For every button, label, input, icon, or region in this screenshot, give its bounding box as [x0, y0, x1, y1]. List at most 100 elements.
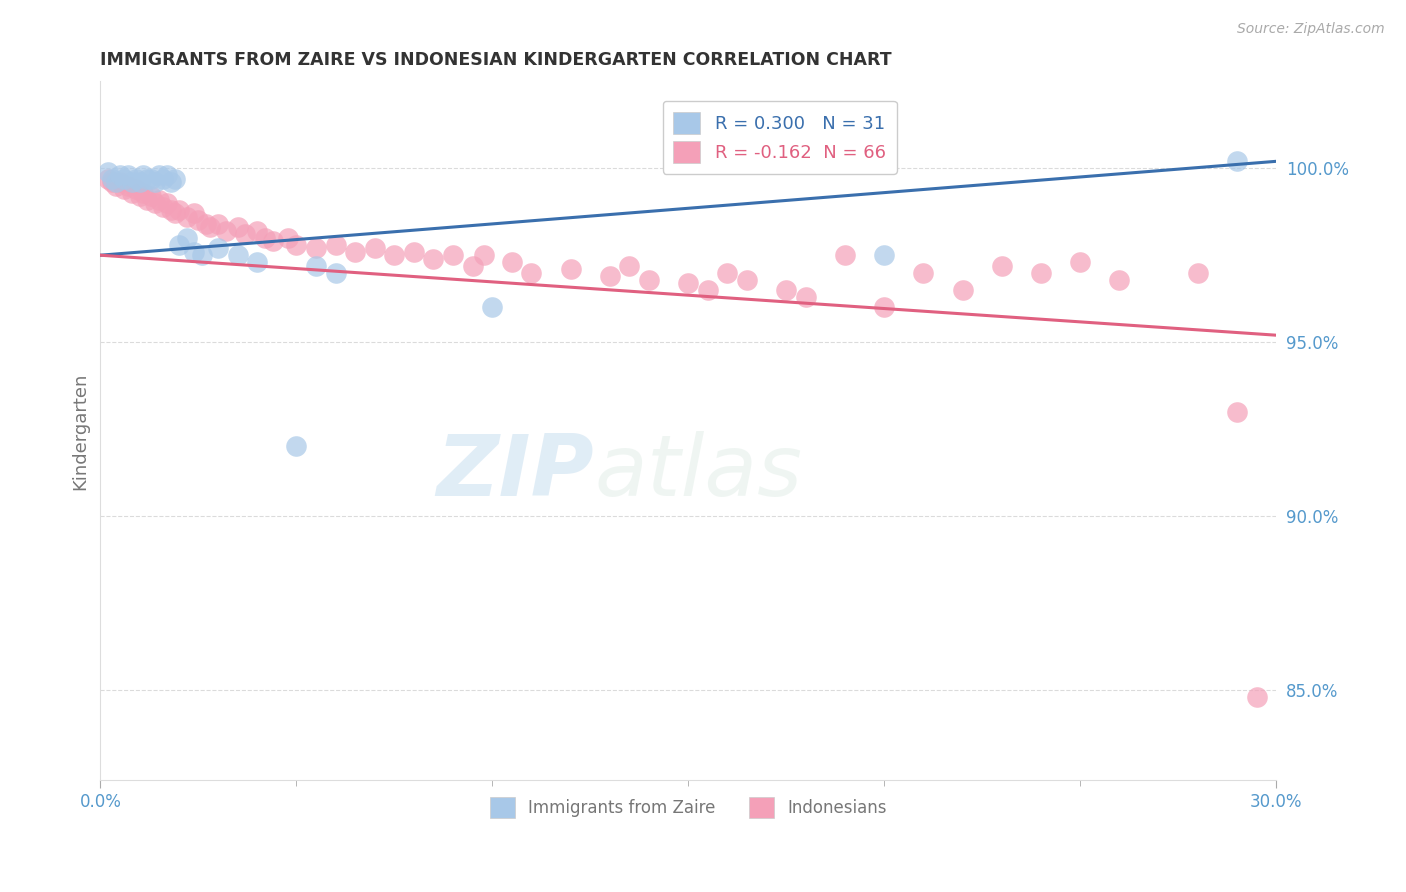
Point — [1069, 255, 1091, 269]
Point — [152, 171, 174, 186]
Point — [105, 175, 128, 189]
Text: IMMIGRANTS FROM ZAIRE VS INDONESIAN KINDERGARTEN CORRELATION CHART: IMMIGRANTS FROM ZAIRE VS INDONESIAN KIND… — [100, 51, 891, 69]
Point — [226, 220, 249, 235]
Point — [873, 301, 896, 315]
Point — [794, 290, 817, 304]
Y-axis label: Kindergarten: Kindergarten — [72, 372, 89, 490]
Legend: Immigrants from Zaire, Indonesians: Immigrants from Zaire, Indonesians — [484, 790, 893, 824]
Point — [195, 217, 218, 231]
Point — [599, 269, 621, 284]
Point — [105, 178, 128, 193]
Point — [183, 206, 205, 220]
Point — [235, 227, 257, 242]
Point — [97, 171, 120, 186]
Point — [246, 255, 269, 269]
Point — [441, 248, 464, 262]
Point — [156, 196, 179, 211]
Point — [132, 186, 155, 200]
Point — [152, 200, 174, 214]
Point — [952, 283, 974, 297]
Point — [775, 283, 797, 297]
Point — [735, 272, 758, 286]
Point — [163, 171, 186, 186]
Point — [912, 266, 935, 280]
Point — [163, 206, 186, 220]
Point — [474, 248, 496, 262]
Point — [246, 224, 269, 238]
Point — [619, 259, 641, 273]
Point — [253, 231, 276, 245]
Point — [344, 244, 367, 259]
Point — [101, 175, 124, 189]
Point — [873, 248, 896, 262]
Point — [305, 259, 328, 273]
Point — [124, 171, 146, 186]
Point — [108, 175, 131, 189]
Point — [160, 175, 183, 189]
Point — [191, 248, 214, 262]
Point — [160, 202, 183, 217]
Point — [198, 220, 221, 235]
Point — [402, 244, 425, 259]
Point — [207, 217, 229, 231]
Point — [226, 248, 249, 262]
Text: Source: ZipAtlas.com: Source: ZipAtlas.com — [1237, 22, 1385, 37]
Point — [1108, 272, 1130, 286]
Point — [112, 182, 135, 196]
Point — [176, 231, 198, 245]
Point — [167, 237, 190, 252]
Point — [215, 224, 238, 238]
Point — [187, 213, 209, 227]
Point — [148, 168, 170, 182]
Point — [325, 237, 347, 252]
Point — [638, 272, 661, 286]
Point — [1187, 266, 1209, 280]
Point — [461, 259, 484, 273]
Point — [183, 244, 205, 259]
Point — [97, 165, 120, 179]
Point — [128, 175, 150, 189]
Point — [1029, 266, 1052, 280]
Point — [834, 248, 856, 262]
Point — [207, 241, 229, 255]
Point — [117, 178, 139, 193]
Point — [1226, 154, 1249, 169]
Point — [101, 171, 124, 186]
Point — [277, 231, 299, 245]
Point — [285, 440, 308, 454]
Text: ZIP: ZIP — [436, 431, 595, 515]
Point — [121, 175, 143, 189]
Point — [262, 235, 284, 249]
Point — [696, 283, 718, 297]
Point — [136, 193, 159, 207]
Point — [382, 248, 405, 262]
Point — [128, 189, 150, 203]
Point — [990, 259, 1012, 273]
Point — [716, 266, 738, 280]
Point — [117, 168, 139, 182]
Point — [422, 252, 444, 266]
Point — [156, 168, 179, 182]
Point — [132, 168, 155, 182]
Point — [285, 237, 308, 252]
Point — [167, 202, 190, 217]
Point — [363, 241, 385, 255]
Point — [148, 193, 170, 207]
Point — [124, 182, 146, 196]
Point — [112, 171, 135, 186]
Text: atlas: atlas — [595, 431, 803, 515]
Point — [325, 266, 347, 280]
Point — [501, 255, 523, 269]
Point — [176, 210, 198, 224]
Point — [108, 168, 131, 182]
Point — [143, 196, 166, 211]
Point — [141, 189, 163, 203]
Point — [676, 276, 699, 290]
Point — [136, 171, 159, 186]
Point — [560, 262, 582, 277]
Point — [520, 266, 543, 280]
Point — [481, 301, 503, 315]
Point — [141, 171, 163, 186]
Point — [143, 175, 166, 189]
Point — [121, 186, 143, 200]
